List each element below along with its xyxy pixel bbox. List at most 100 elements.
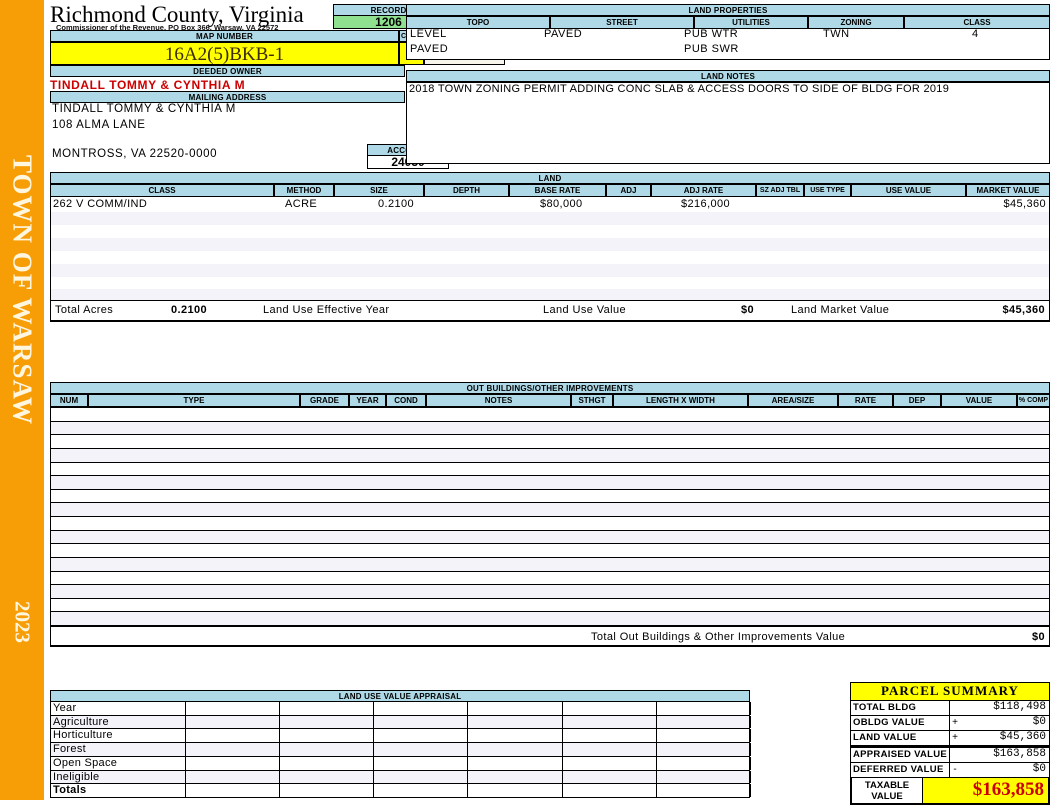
assessment-card: Richmond County, Virginia Commissioner o… bbox=[44, 0, 1050, 805]
lua-cell bbox=[374, 784, 469, 797]
table-row bbox=[51, 557, 1049, 572]
parcel-summary-title: PARCEL SUMMARY bbox=[850, 682, 1050, 701]
parcel-summary-row: OBLDG VALUE + $0 bbox=[850, 716, 1050, 731]
table-row: Ineligible bbox=[51, 770, 751, 785]
ob-col-sthgt: STHGT bbox=[571, 394, 613, 407]
lua-cell bbox=[186, 756, 281, 770]
lua-cell bbox=[469, 743, 563, 756]
table-row bbox=[51, 585, 1049, 599]
table-row bbox=[51, 238, 1049, 252]
lua-cell bbox=[280, 756, 375, 770]
table-row bbox=[51, 448, 1049, 463]
lp-zoning-1: TWN bbox=[823, 28, 850, 40]
lua-cell bbox=[186, 715, 281, 729]
outbuildings-total-value: $0 bbox=[1031, 631, 1045, 643]
table-row: Agriculture bbox=[51, 715, 751, 730]
parcel-summary: PARCEL SUMMARY TOTAL BLDG VALUE $118,498O… bbox=[850, 682, 1050, 805]
lua-cell bbox=[280, 770, 375, 784]
table-row bbox=[51, 571, 1049, 586]
table-row: Totals bbox=[51, 784, 751, 798]
parcel-summary-row-label: DEFERRED VALUE bbox=[851, 763, 950, 777]
parcel-summary-row-label: LAND VALUE bbox=[851, 731, 950, 745]
lua-cell bbox=[563, 784, 657, 797]
deeded-owner-header: DEEDED OWNER bbox=[50, 65, 405, 77]
outbuildings-rows-body bbox=[50, 407, 1050, 626]
land-market-value-label: Land Market Value bbox=[791, 304, 890, 316]
parcel-summary-row-value: $45,360 bbox=[960, 731, 1049, 745]
table-row bbox=[51, 489, 1049, 504]
lp-topo-1: LEVEL bbox=[410, 28, 447, 40]
lua-cell bbox=[280, 729, 375, 743]
parcel-summary-row-value: $118,498 bbox=[960, 701, 1049, 715]
land-cell-size: 0.2100 bbox=[378, 198, 415, 210]
ob-col-rate: RATE bbox=[838, 394, 893, 407]
lua-cell bbox=[563, 702, 657, 715]
lp-class-1: 4 bbox=[972, 28, 979, 40]
lua-cell bbox=[469, 770, 563, 784]
tax-year-vertical: 2023 bbox=[10, 601, 35, 643]
table-row bbox=[51, 435, 1049, 449]
table-row bbox=[51, 530, 1049, 545]
ob-col-area-size: AREA/SIZE bbox=[748, 394, 838, 407]
table-row bbox=[51, 476, 1049, 490]
lua-cell bbox=[563, 743, 657, 756]
parcel-summary-row-sign: + bbox=[950, 716, 960, 730]
parcel-summary-row: DEFERRED VALUE - $0 bbox=[850, 763, 1050, 778]
lua-cell bbox=[657, 702, 751, 715]
land-cell-method: ACRE bbox=[285, 198, 318, 210]
lp-street-1: PAVED bbox=[544, 28, 583, 40]
parcel-summary-row-label: TOTAL BLDG VALUE bbox=[851, 701, 950, 726]
parcel-summary-row-value: $0 bbox=[960, 763, 1049, 777]
lua-cell bbox=[469, 702, 563, 715]
lua-cell bbox=[374, 743, 469, 756]
parcel-summary-row-value: $0 bbox=[960, 716, 1049, 730]
lua-row-label: Ineligible bbox=[51, 770, 186, 784]
lua-row-label: Forest bbox=[51, 743, 186, 756]
lua-cell bbox=[563, 715, 657, 729]
ob-col-notes: NOTES bbox=[426, 394, 571, 407]
address-line-4: MONTROSS, VA 22520-0000 bbox=[52, 148, 218, 160]
lp-topo-2: PAVED bbox=[410, 43, 449, 55]
ob-col-cond: COND bbox=[386, 394, 426, 407]
lua-cell bbox=[374, 729, 469, 743]
table-row bbox=[51, 289, 1049, 300]
lua-row-label: Agriculture bbox=[51, 715, 186, 729]
land-cell-base-rate: $80,000 bbox=[540, 198, 583, 210]
table-row bbox=[51, 517, 1049, 531]
lua-row-label: Totals bbox=[51, 784, 186, 797]
ob-col-grade: GRADE bbox=[300, 394, 349, 407]
land-cell-market-value: $45,360 bbox=[1003, 198, 1046, 210]
land-use-appraisal-title: LAND USE VALUE APPRAISAL bbox=[50, 690, 750, 702]
lua-cell bbox=[186, 784, 281, 797]
lua-cell bbox=[563, 756, 657, 770]
map-number-value: 16A2(5)BKB-1 bbox=[50, 42, 399, 65]
lua-cell bbox=[280, 743, 375, 756]
parcel-summary-row-label: APPRAISED VALUE bbox=[851, 748, 950, 762]
parcel-summary-row-sign bbox=[950, 748, 960, 762]
address-line-2: 108 ALMA LANE bbox=[52, 119, 146, 131]
land-notes-text: 2018 TOWN ZONING PERMIT ADDING CONC SLAB… bbox=[409, 83, 950, 95]
table-row: Forest bbox=[51, 743, 751, 757]
lua-cell bbox=[186, 743, 281, 756]
table-row: Open Space bbox=[51, 756, 751, 771]
taxable-value-label: TAXABLE VALUE bbox=[852, 778, 923, 803]
table-row bbox=[51, 421, 1049, 436]
outbuildings-total-row: Total Out Buildings & Other Improvements… bbox=[50, 625, 1050, 647]
land-notes-body bbox=[406, 82, 1050, 164]
lua-cell bbox=[186, 770, 281, 784]
lp-body bbox=[406, 28, 1050, 60]
lua-cell bbox=[469, 729, 563, 743]
lua-cell bbox=[563, 729, 657, 743]
lua-cell bbox=[374, 702, 469, 715]
lp-utilities-1: PUB WTR bbox=[684, 28, 739, 40]
lua-cell bbox=[280, 784, 375, 797]
outbuildings-title: OUT BUILDINGS/OTHER IMPROVEMENTS bbox=[50, 382, 1050, 394]
table-row bbox=[51, 225, 1049, 239]
address-line-1: TINDALL TOMMY & CYNTHIA M bbox=[52, 103, 236, 115]
ob-col-pct-comp: % COMP bbox=[1017, 394, 1050, 407]
ob-col-length-x-width: LENGTH X WIDTH bbox=[613, 394, 748, 407]
parcel-summary-row: TOTAL BLDG VALUE $118,498 bbox=[850, 701, 1050, 726]
land-totals-row: Total Acres 0.2100 Land Use Effective Ye… bbox=[50, 301, 1050, 322]
land-use-appraisal-table: Year Agriculture Horticulture Forest Open Sp… bbox=[50, 702, 751, 798]
